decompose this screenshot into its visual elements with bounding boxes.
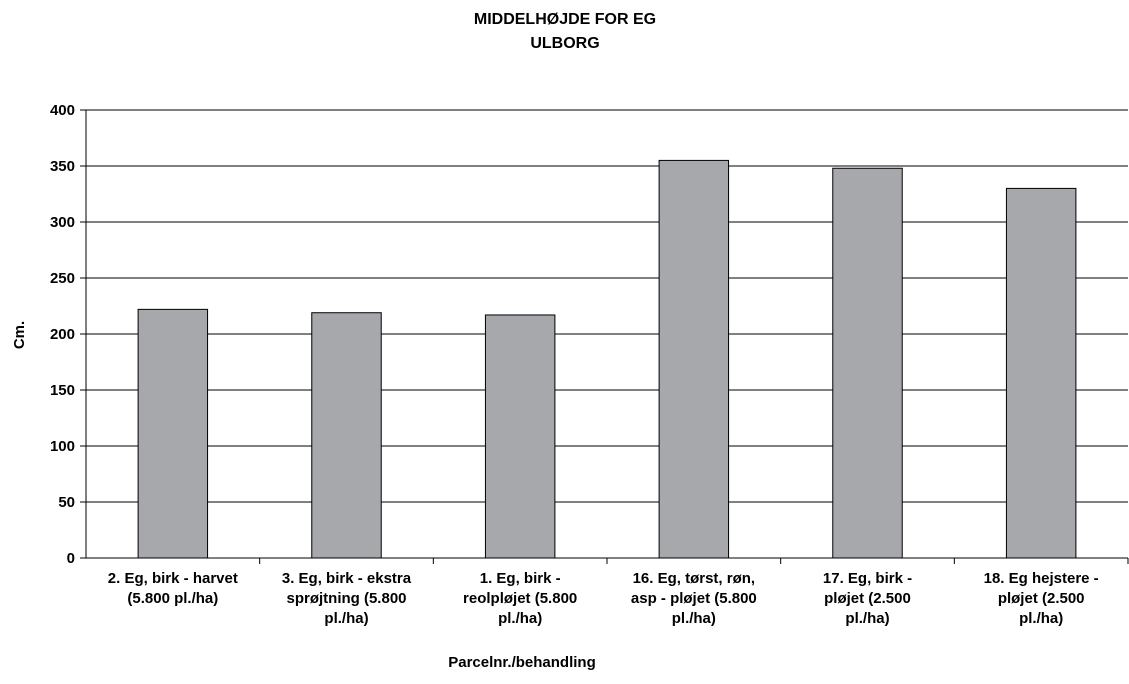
bars bbox=[137, 159, 1077, 559]
y-tick-label: 400 bbox=[50, 102, 75, 119]
gridlines bbox=[86, 109, 1128, 503]
x-axis-label: Parcelnr./behandling bbox=[448, 654, 596, 671]
chart-title-line: MIDDELHØJDE FOR EG bbox=[474, 11, 656, 28]
x-tick-label: 17. Eg, birk -pløjet (2.500 pl./ha) bbox=[823, 570, 912, 627]
chart-title: MIDDELHØJDE FOR EG ULBORG bbox=[474, 11, 656, 52]
x-tick-label: 1. Eg, birk -reolpløjet (5.800 pl./ha) bbox=[463, 570, 577, 627]
x-tick-label: 16. Eg, tørst, røn, asp - pløjet (5.800 pl… bbox=[631, 570, 757, 627]
y-axis-label: Cm. bbox=[11, 321, 28, 349]
y-tick-label: 300 bbox=[50, 214, 75, 231]
chart-title-line: ULBORG bbox=[530, 35, 599, 52]
bar bbox=[311, 312, 382, 559]
y-tick-label: 250 bbox=[50, 270, 75, 287]
y-tick-label: 50 bbox=[58, 494, 75, 511]
y-tick-labels: 0 50 100 150 200 250 300 350 400 bbox=[50, 102, 86, 567]
bar bbox=[1005, 187, 1077, 559]
x-tick-label: 3. Eg, birk - ekstra sprøjtning (5.800 pl.… bbox=[282, 570, 412, 627]
x-tick-labels: 2. Eg, birk - harvet (5.800 pl./ha) 3. Eg,… bbox=[108, 558, 1129, 627]
bar bbox=[484, 314, 556, 559]
x-tick-label: 2. Eg, birk - harvet (5.800 pl./ha) bbox=[108, 570, 238, 607]
x-tick-label: 18. Eg hejstere -pløjet (2.500 pl./ha) bbox=[984, 570, 1099, 627]
y-tick-label: 350 bbox=[50, 158, 75, 175]
bar bbox=[658, 159, 730, 559]
y-tick-label: 200 bbox=[50, 326, 75, 343]
y-tick-label: 100 bbox=[50, 438, 75, 455]
y-tick-label: 0 bbox=[67, 550, 75, 567]
bar bbox=[137, 308, 209, 559]
y-tick-label: 150 bbox=[50, 382, 75, 399]
bar bbox=[832, 167, 903, 559]
